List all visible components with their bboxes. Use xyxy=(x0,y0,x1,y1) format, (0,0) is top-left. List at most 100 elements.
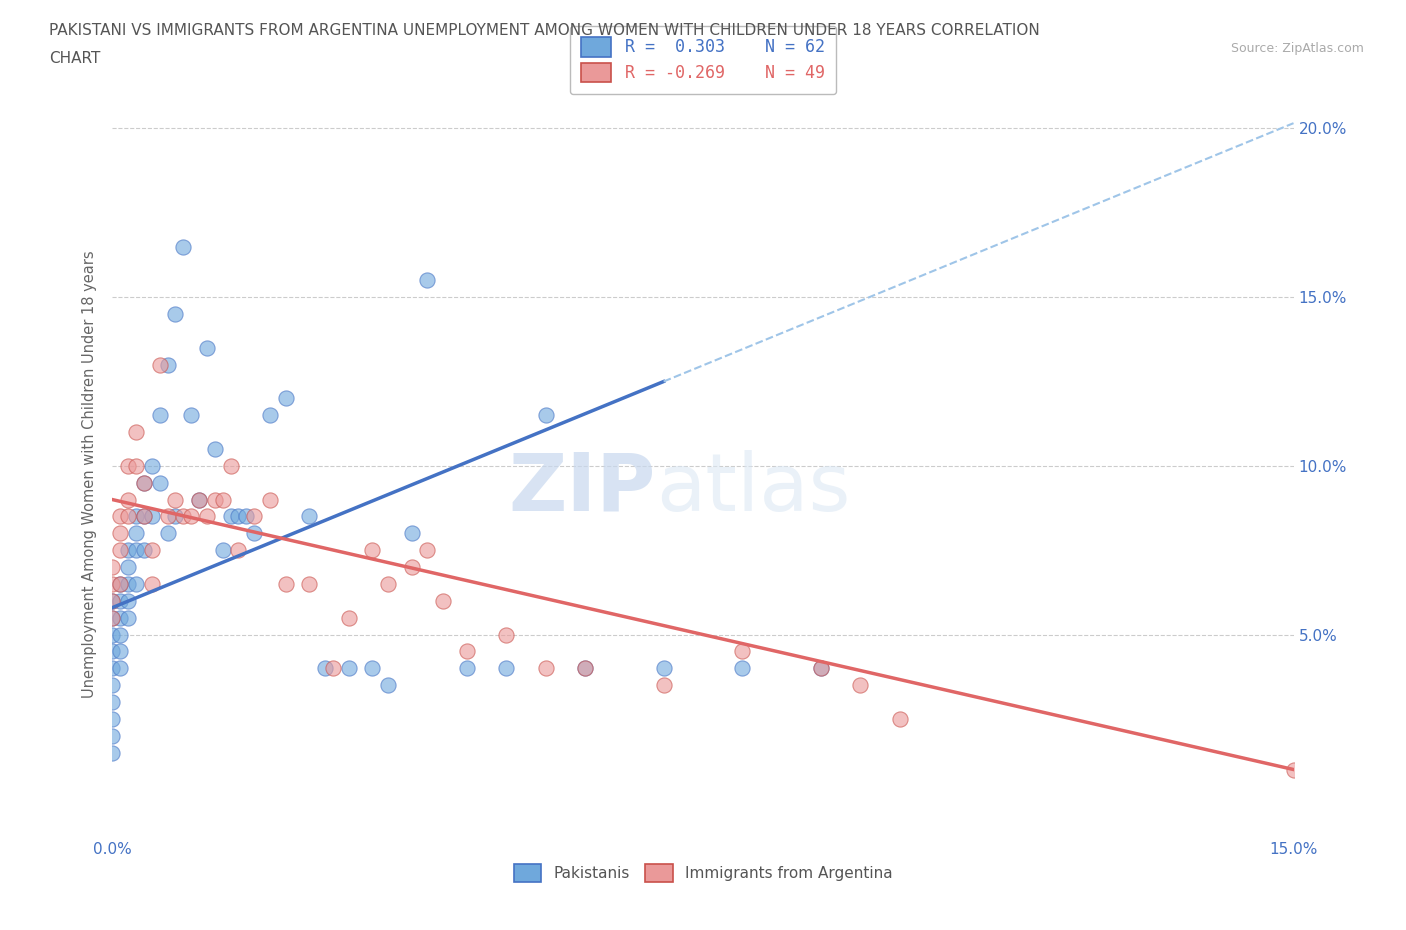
Point xyxy=(101,678,124,693)
Point xyxy=(889,711,911,726)
Point xyxy=(149,357,172,372)
Point xyxy=(149,408,172,423)
Point xyxy=(132,509,155,524)
Point xyxy=(652,678,675,693)
Point xyxy=(110,661,132,676)
Point xyxy=(1282,762,1305,777)
Point xyxy=(165,307,187,322)
Point xyxy=(204,492,226,507)
Point xyxy=(101,644,124,658)
Point xyxy=(259,492,281,507)
Point xyxy=(314,661,336,676)
Point xyxy=(849,678,872,693)
Point xyxy=(149,475,172,490)
Point xyxy=(110,509,132,524)
Point xyxy=(401,560,423,575)
Point xyxy=(117,593,139,608)
Point xyxy=(101,627,124,642)
Point xyxy=(361,661,384,676)
Point xyxy=(243,509,266,524)
Point xyxy=(132,475,155,490)
Point xyxy=(101,577,124,591)
Legend: Pakistanis, Immigrants from Argentina: Pakistanis, Immigrants from Argentina xyxy=(505,855,901,891)
Point xyxy=(165,509,187,524)
Point xyxy=(574,661,596,676)
Point xyxy=(125,509,148,524)
Point xyxy=(101,745,124,760)
Point xyxy=(211,543,233,558)
Point xyxy=(432,593,454,608)
Point xyxy=(219,458,242,473)
Point xyxy=(141,577,163,591)
Point xyxy=(172,239,194,254)
Point xyxy=(101,593,124,608)
Point xyxy=(195,340,218,355)
Point xyxy=(125,525,148,540)
Point xyxy=(110,577,132,591)
Text: ZIP: ZIP xyxy=(509,450,655,528)
Point xyxy=(188,492,211,507)
Point xyxy=(456,644,478,658)
Point xyxy=(101,610,124,625)
Point xyxy=(117,458,139,473)
Point xyxy=(180,509,202,524)
Point xyxy=(117,543,139,558)
Point xyxy=(156,509,179,524)
Point xyxy=(101,610,124,625)
Point xyxy=(117,577,139,591)
Point xyxy=(132,509,155,524)
Point xyxy=(574,661,596,676)
Point xyxy=(125,425,148,440)
Point xyxy=(361,543,384,558)
Point xyxy=(101,711,124,726)
Point xyxy=(243,525,266,540)
Point xyxy=(110,610,132,625)
Point xyxy=(117,560,139,575)
Point xyxy=(228,543,250,558)
Point xyxy=(110,577,132,591)
Point xyxy=(195,509,218,524)
Point xyxy=(101,593,124,608)
Text: atlas: atlas xyxy=(655,450,851,528)
Point xyxy=(274,391,297,405)
Point xyxy=(180,408,202,423)
Point xyxy=(495,627,517,642)
Text: CHART: CHART xyxy=(49,51,101,66)
Point xyxy=(101,560,124,575)
Point xyxy=(204,442,226,457)
Point xyxy=(101,695,124,710)
Point xyxy=(416,272,439,287)
Point xyxy=(534,408,557,423)
Point xyxy=(156,357,179,372)
Point xyxy=(132,475,155,490)
Point xyxy=(274,577,297,591)
Point xyxy=(110,543,132,558)
Point xyxy=(228,509,250,524)
Point xyxy=(731,661,754,676)
Point xyxy=(731,644,754,658)
Point xyxy=(337,610,360,625)
Point xyxy=(259,408,281,423)
Point xyxy=(416,543,439,558)
Point xyxy=(125,577,148,591)
Point xyxy=(110,644,132,658)
Point xyxy=(110,525,132,540)
Point xyxy=(652,661,675,676)
Point xyxy=(110,593,132,608)
Text: Source: ZipAtlas.com: Source: ZipAtlas.com xyxy=(1230,42,1364,55)
Point xyxy=(337,661,360,676)
Point xyxy=(211,492,233,507)
Point xyxy=(117,509,139,524)
Point xyxy=(322,661,344,676)
Point xyxy=(298,509,321,524)
Point xyxy=(810,661,832,676)
Point xyxy=(534,661,557,676)
Point xyxy=(101,728,124,743)
Point xyxy=(456,661,478,676)
Point xyxy=(810,661,832,676)
Point xyxy=(117,492,139,507)
Point xyxy=(141,509,163,524)
Point xyxy=(117,610,139,625)
Point xyxy=(377,577,399,591)
Point xyxy=(165,492,187,507)
